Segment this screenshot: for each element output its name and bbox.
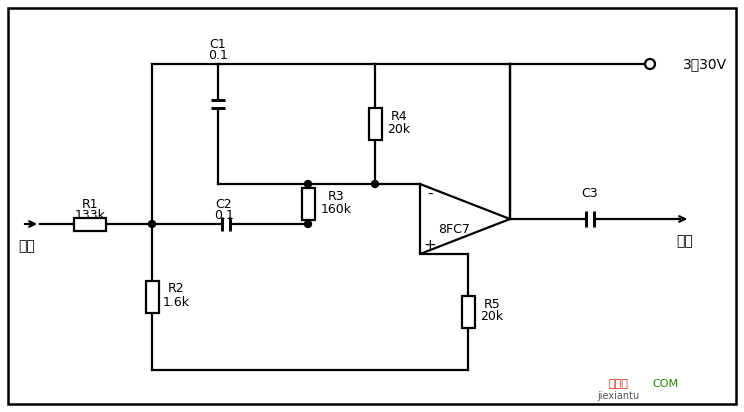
Text: C3: C3 [582,187,598,199]
Circle shape [304,220,312,227]
Text: R3: R3 [327,190,344,203]
Text: COM: COM [652,379,678,389]
Text: 8FC7: 8FC7 [438,222,470,236]
Text: 输出: 输出 [676,234,693,248]
Text: R1: R1 [82,197,98,211]
Text: jiexiantu: jiexiantu [597,391,639,401]
Text: 0.1: 0.1 [214,208,234,222]
Bar [461,296,475,328]
Text: R4: R4 [391,110,407,122]
Text: 3～30V: 3～30V [683,57,727,71]
Bar [74,218,106,230]
Text: R5: R5 [484,297,501,311]
Text: C2: C2 [216,197,232,211]
Text: R2: R2 [167,283,185,295]
Text: 20k: 20k [481,311,504,323]
Text: +: + [423,237,437,253]
Text: 输入: 输入 [19,239,36,253]
Text: 20k: 20k [388,122,411,136]
Text: -: - [427,185,433,201]
Text: 0.1: 0.1 [208,49,228,61]
Text: 接线图: 接线图 [608,379,628,389]
Text: 160k: 160k [321,203,351,215]
Circle shape [371,180,379,187]
Text: 1.6k: 1.6k [162,295,190,309]
Circle shape [149,220,155,227]
Bar [368,108,382,140]
Bar [146,281,158,313]
Bar [301,188,315,220]
Circle shape [304,180,312,187]
Text: C1: C1 [210,37,226,51]
Text: 133k: 133k [74,208,106,222]
